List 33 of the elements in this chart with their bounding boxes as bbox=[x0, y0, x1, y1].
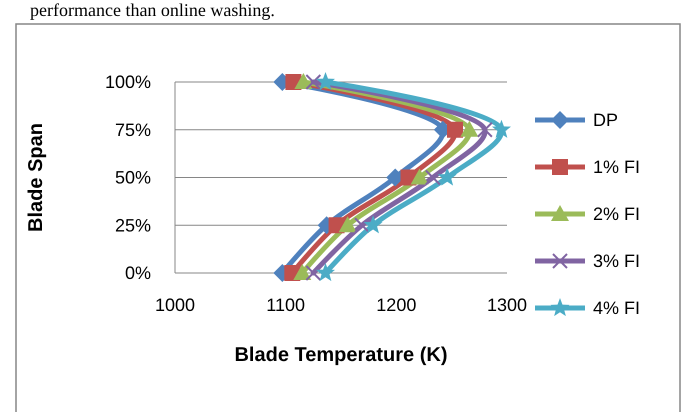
point bbox=[294, 73, 312, 89]
point bbox=[492, 120, 511, 138]
legend-label: 4% FI bbox=[593, 298, 640, 318]
y-tick-label: 100% bbox=[104, 72, 151, 92]
y-tick-label: 0% bbox=[124, 263, 151, 283]
x-tick-label: 1300 bbox=[486, 295, 528, 315]
point bbox=[305, 74, 322, 90]
legend-label: 1% FI bbox=[593, 157, 640, 177]
point bbox=[364, 215, 383, 234]
point bbox=[316, 72, 336, 90]
point bbox=[410, 168, 429, 184]
point bbox=[354, 217, 370, 234]
y-tick-label: 75% bbox=[114, 120, 151, 140]
point bbox=[316, 263, 336, 282]
x-tick-label: 1000 bbox=[154, 295, 196, 315]
legend-label: 3% FI bbox=[593, 251, 640, 271]
x-tick-label: 1200 bbox=[376, 295, 416, 315]
x-axis-title: Blade Temperature (K) bbox=[234, 344, 448, 366]
x-tick-label: 1100 bbox=[266, 295, 306, 315]
point bbox=[293, 264, 312, 280]
y-axis-title: Blade Span bbox=[25, 123, 47, 232]
point bbox=[476, 122, 493, 138]
point bbox=[438, 168, 457, 186]
point bbox=[424, 170, 441, 186]
point bbox=[305, 265, 322, 281]
legend-label: DP bbox=[593, 110, 618, 130]
text: performance than online washing. bbox=[30, 0, 275, 20]
y-tick-label: 25% bbox=[114, 215, 151, 236]
point bbox=[338, 216, 357, 232]
point bbox=[446, 122, 463, 138]
point bbox=[460, 120, 478, 137]
y-tick-label: 50% bbox=[114, 168, 151, 188]
legend-label: 2% FI bbox=[593, 204, 640, 224]
